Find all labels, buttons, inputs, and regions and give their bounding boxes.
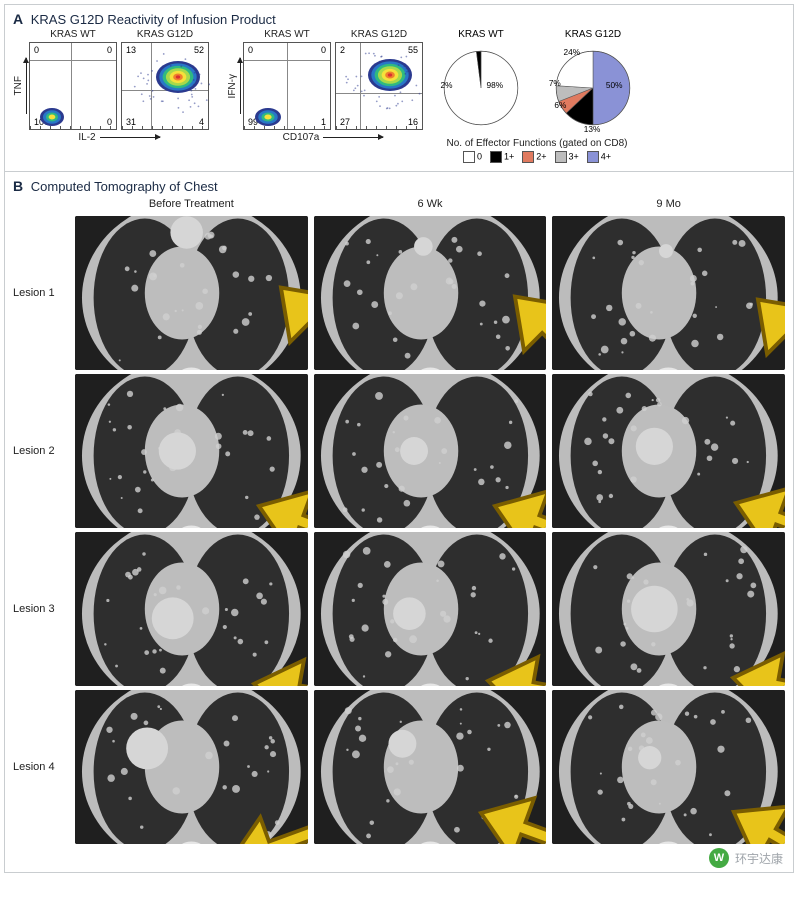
lesion-arrow-icon [439, 451, 546, 528]
flow-cytometry-plot: 2552716 [335, 42, 423, 130]
pie-g12d: 50% 13% 6% 7% 24% [547, 42, 639, 134]
lesion-arrow-icon [425, 758, 546, 844]
ct-scan-image [75, 690, 308, 844]
pie-slice-label: 24% [564, 48, 581, 57]
flow-plot-header: KRAS G12D [137, 29, 193, 40]
pie-slice-label: 98% [487, 81, 504, 90]
watermark: W 环宇达康 [709, 848, 783, 868]
ct-column-header: 9 Mo [552, 198, 785, 212]
ct-row-label: Lesion 2 [13, 374, 69, 528]
figure-container: A KRAS G12D Reactivity of Infusion Produ… [4, 4, 794, 873]
panel-b: B Computed Tomography of Chest Before Tr… [5, 172, 793, 872]
ct-scan-image [75, 374, 308, 528]
legend-label: 2+ [536, 151, 546, 161]
pie-charts-region: KRAS WT 98% 2% KRAS G12D 50% 13% 6% 7% 24% No… [435, 29, 639, 163]
lesion-arrow-icon [680, 448, 785, 528]
pie-wt-title: KRAS WT [458, 29, 504, 40]
ct-scan-image [552, 374, 785, 528]
ct-scan-image [552, 532, 785, 686]
flow-y-axis-label: IFN-γ [227, 74, 238, 98]
pie-g12d-title: KRAS G12D [565, 29, 621, 40]
lesion-arrow-icon [680, 612, 785, 686]
flow-cytometry-plot: 00991 [243, 42, 331, 130]
lesion-arrow-icon [210, 256, 308, 370]
lesion-arrow-icon [173, 764, 308, 844]
pie-slice-label: 50% [606, 81, 623, 90]
flow-x-axis-label: CD107a [283, 132, 320, 143]
flow-cytometry-plot: 001000 [29, 42, 117, 130]
ct-scan-image [314, 216, 547, 370]
legend-item: 1+ [490, 151, 514, 163]
lesion-arrow-icon [673, 767, 785, 844]
lesion-arrow-icon [435, 615, 547, 686]
panel-a-letter: A [13, 11, 23, 27]
pie-legend-caption: No. of Effector Functions (gated on CD8) [446, 138, 627, 149]
ct-scan-image [552, 216, 785, 370]
ct-scan-image [75, 532, 308, 686]
flow-plots-region: TNF KRAS WT 001000 KRAS G12D 1352314 IL-2 IFN-… [13, 29, 423, 143]
watermark-text: 环宇达康 [735, 850, 783, 867]
legend-item: 2+ [522, 151, 546, 163]
panel-a-title-text: KRAS G12D Reactivity of Infusion Product [31, 12, 276, 27]
flow-cytometry-plot: 1352314 [121, 42, 209, 130]
ct-column-header: Before Treatment [75, 198, 308, 212]
panel-a-title: A KRAS G12D Reactivity of Infusion Produ… [13, 11, 785, 27]
legend-label: 0 [477, 151, 482, 161]
ct-grid: Before Treatment 6 Wk 9 Mo Lesion 1Lesion 2… [13, 198, 785, 844]
watermark-badge-icon: W [709, 848, 729, 868]
ct-row-label: Lesion 4 [13, 690, 69, 844]
ct-scan-image [314, 690, 547, 844]
pie-slice-label: 2% [441, 81, 454, 90]
legend-item: 3+ [555, 151, 579, 163]
legend-label: 3+ [569, 151, 579, 161]
pie-legend: 0 1+ 2+ 3+ 4+ [463, 151, 611, 163]
lesion-arrow-icon [687, 268, 785, 370]
ct-scan-image [75, 216, 308, 370]
panel-b-title: B Computed Tomography of Chest [13, 178, 785, 194]
ct-scan-image [314, 532, 547, 686]
lesion-arrow-icon [201, 618, 308, 686]
flow-plot-header: KRAS WT [264, 29, 310, 40]
ct-column-header: 6 Wk [314, 198, 547, 212]
lesion-arrow-icon [444, 265, 546, 370]
legend-item: 4+ [587, 151, 611, 163]
pie-slice-label: 7% [549, 79, 562, 88]
panel-a-content-row: TNF KRAS WT 001000 KRAS G12D 1352314 IL-2 IFN-… [13, 29, 785, 163]
lesion-arrow-icon [203, 451, 308, 528]
flow-plot-header: KRAS WT [50, 29, 96, 40]
legend-item: 0 [463, 151, 482, 163]
ct-row-label: Lesion 1 [13, 216, 69, 370]
pie-slice-label: 13% [584, 125, 601, 134]
flow-plot-header: KRAS G12D [351, 29, 407, 40]
ct-scan-image [552, 690, 785, 844]
panel-b-title-text: Computed Tomography of Chest [31, 179, 218, 194]
pie-wt: 98% 2% [435, 42, 527, 134]
flow-x-axis-label: IL-2 [78, 132, 95, 143]
flow-y-axis-label: TNF [13, 76, 24, 95]
pie-slice-label: 6% [554, 101, 567, 110]
panel-a: A KRAS G12D Reactivity of Infusion Produ… [5, 5, 793, 172]
legend-label: 4+ [601, 151, 611, 161]
panel-b-letter: B [13, 178, 23, 194]
ct-row-label: Lesion 3 [13, 532, 69, 686]
ct-scan-image [314, 374, 547, 528]
legend-label: 1+ [504, 151, 514, 161]
